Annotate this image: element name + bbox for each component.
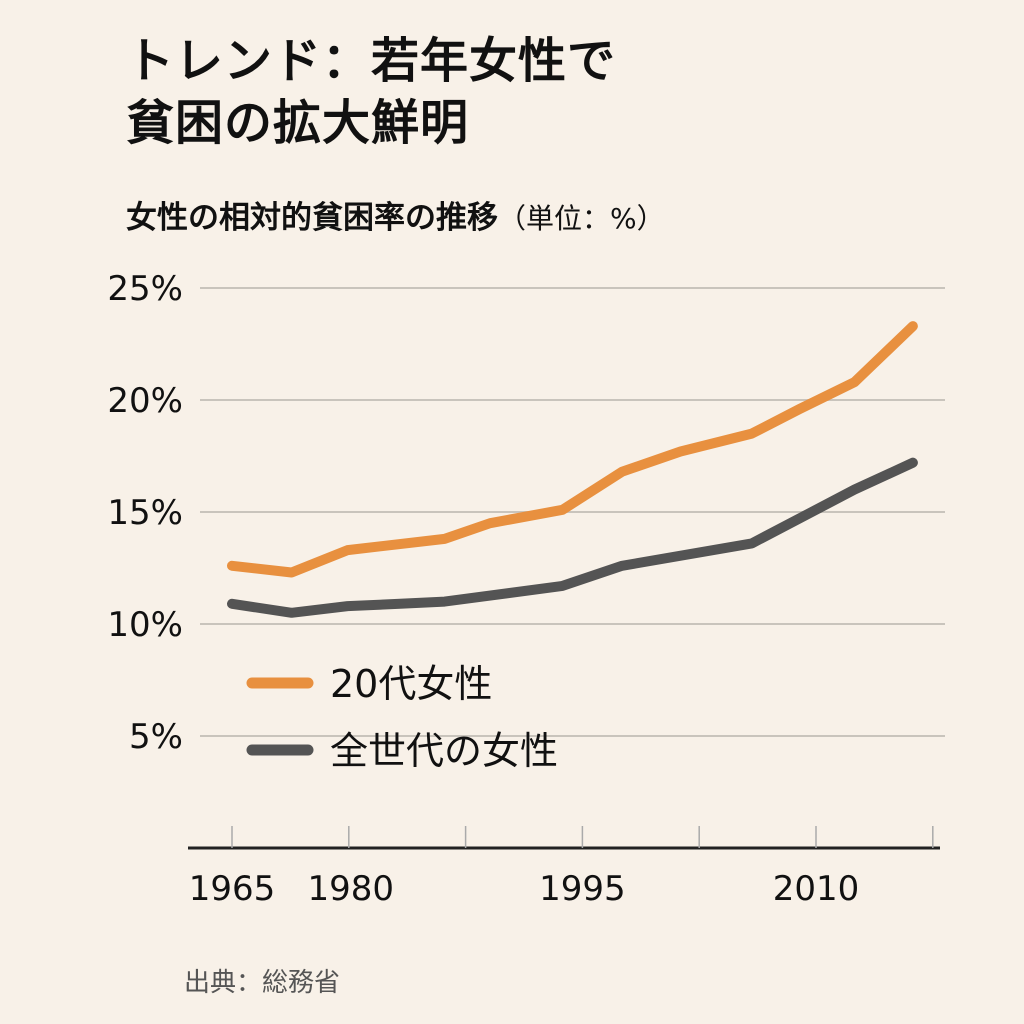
legend-label: 全世代の女性 bbox=[330, 729, 558, 773]
x-tick-label: 1965 bbox=[189, 869, 276, 909]
y-tick-label: 5% bbox=[129, 717, 183, 757]
x-tick-label: 2010 bbox=[773, 869, 860, 909]
legend-label: 20代女性 bbox=[330, 662, 492, 706]
title-line-1: トレンド：若年女性で bbox=[126, 33, 617, 89]
x-tick-label: 1995 bbox=[539, 869, 626, 909]
series-line-1 bbox=[227, 457, 918, 618]
x-tick-label: 1980 bbox=[308, 869, 395, 909]
y-tick-label: 20% bbox=[107, 381, 183, 421]
y-tick-label: 25% bbox=[107, 269, 183, 309]
y-tick-label: 10% bbox=[107, 605, 183, 645]
y-tick-label: 15% bbox=[107, 493, 183, 533]
chart-subtitle: 女性の相対的貧困率の推移（単位：%） bbox=[126, 192, 665, 237]
chart-title: トレンド：若年女性で 貧困の拡大鮮明 bbox=[126, 30, 616, 154]
subtitle-unit: （単位：%） bbox=[498, 202, 665, 235]
series-line-0 bbox=[227, 321, 918, 578]
title-line-2: 貧困の拡大鮮明 bbox=[126, 95, 470, 151]
source-note: 出典：総務省 bbox=[184, 968, 341, 998]
subtitle-text: 女性の相対的貧困率の推移 bbox=[126, 200, 498, 236]
